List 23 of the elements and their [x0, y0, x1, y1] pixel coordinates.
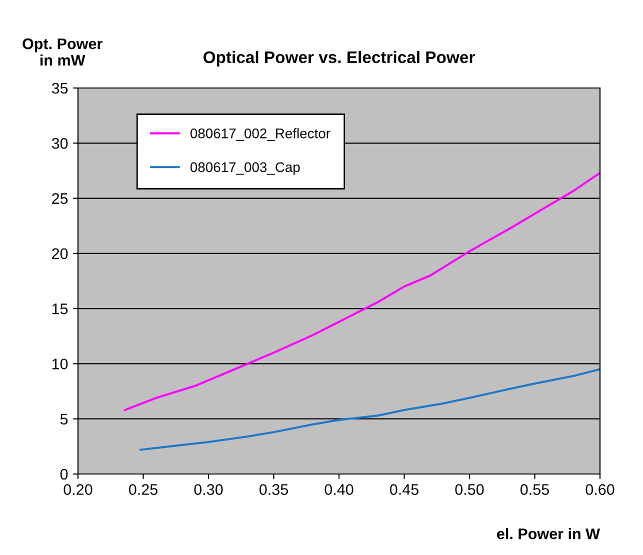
legend-label: 080617_002_Reflector	[190, 128, 330, 141]
y-tick-label: 15	[52, 304, 68, 314]
x-tick-label: 0.60	[586, 484, 614, 495]
y-tick-label: 5	[60, 414, 68, 425]
y-tick-label: 0	[60, 468, 68, 480]
x-tick-label: 0.40	[324, 484, 354, 495]
x-tick-label: 0.35	[259, 484, 288, 495]
line-series	[140, 368, 600, 451]
x-tick-label: 0.55	[520, 484, 549, 495]
legend-label: 080617_003_Cap	[190, 162, 300, 175]
x-tick-label: 0.50	[455, 484, 484, 495]
x-tick-label: 0.25	[128, 484, 158, 495]
x-tick-label: 0.45	[390, 484, 418, 495]
x-tick-label: 0.30	[194, 484, 223, 495]
x-tick-label: 0.20	[64, 484, 92, 495]
y-tick-label: 35	[52, 82, 68, 94]
y-tick-label: 25	[52, 193, 68, 204]
y-tick-label: 20	[52, 248, 68, 260]
y-axis-title: Opt. Power in mW	[22, 38, 102, 66]
chart-title: Optical Power vs. Electrical Power	[204, 50, 475, 66]
y-tick-label: 10	[52, 358, 68, 370]
x-axis-title: el. Power in W	[497, 528, 600, 540]
y-tick-label: 30	[52, 138, 68, 149]
